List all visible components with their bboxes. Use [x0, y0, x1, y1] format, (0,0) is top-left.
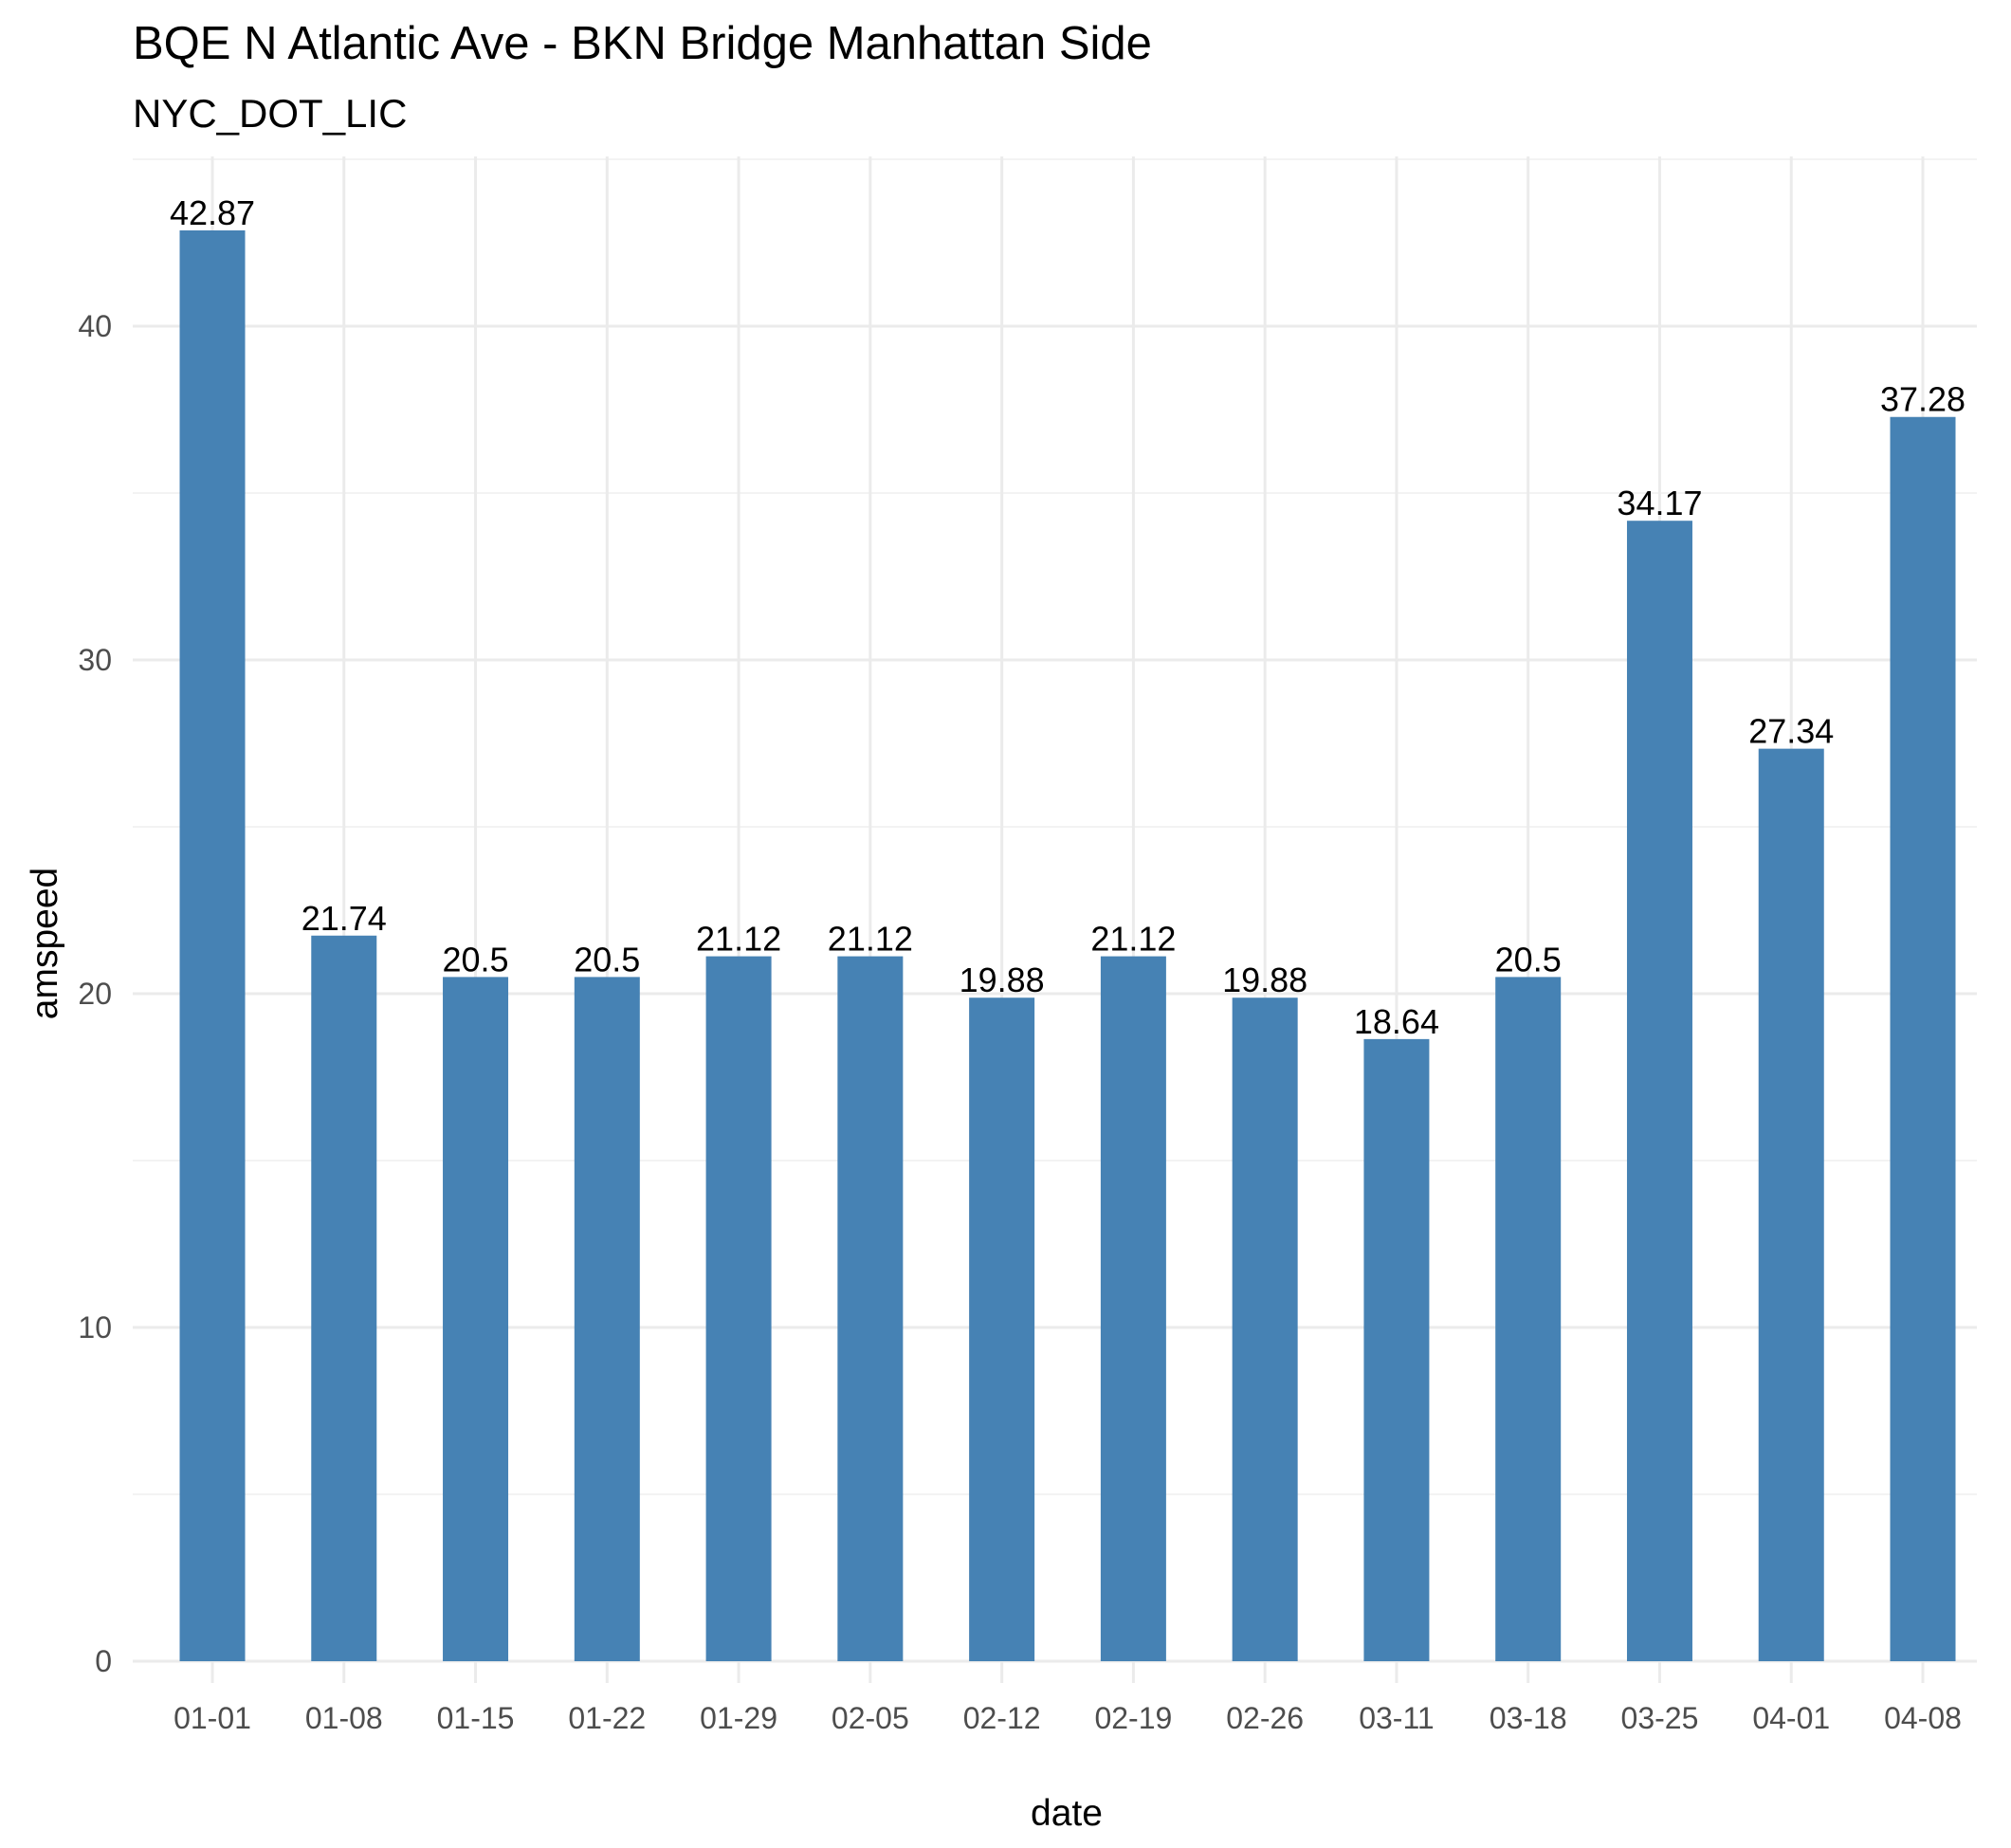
- bar: [443, 977, 509, 1661]
- x-tick-label: 02-26: [1226, 1701, 1304, 1735]
- bar: [1626, 521, 1692, 1661]
- bar-value-label: 21.74: [302, 899, 387, 938]
- bar: [179, 229, 246, 1662]
- bar-value-label: 18.64: [1354, 1002, 1439, 1041]
- x-tick-label: 01-08: [305, 1701, 383, 1735]
- y-axis-title: amspeed: [25, 868, 65, 1019]
- x-tick-label: 01-15: [437, 1701, 515, 1735]
- bar: [311, 935, 377, 1661]
- chart-subtitle: NYC_DOT_LIC: [133, 91, 408, 136]
- y-tick-label: 10: [78, 1310, 112, 1345]
- bar: [1495, 977, 1562, 1661]
- bar-value-label: 20.5: [443, 940, 509, 979]
- grid-lines: [133, 156, 1977, 1683]
- bar: [1100, 956, 1166, 1661]
- bar: [1363, 1038, 1430, 1661]
- bar: [574, 977, 640, 1661]
- x-tick-label: 03-25: [1621, 1701, 1699, 1735]
- bar-value-label: 21.12: [1090, 920, 1176, 959]
- x-tick-label: 02-12: [963, 1701, 1041, 1735]
- chart-title: BQE N Atlantic Ave - BKN Bridge Manhatta…: [133, 18, 1152, 69]
- x-tick-label: 03-18: [1490, 1701, 1567, 1735]
- bar: [1232, 997, 1298, 1661]
- bar-value-label: 20.5: [1495, 940, 1562, 979]
- x-tick-label: 04-01: [1752, 1701, 1830, 1735]
- y-tick-label: 0: [95, 1644, 112, 1678]
- x-tick-label: 01-29: [700, 1701, 777, 1735]
- bars: [179, 229, 1956, 1662]
- bar-value-label: 20.5: [574, 940, 640, 979]
- x-tick-label: 01-01: [174, 1701, 251, 1735]
- bar-value-label: 21.12: [696, 920, 781, 959]
- bar-value-label: 34.17: [1617, 484, 1702, 522]
- bar: [1758, 748, 1824, 1661]
- bar-labels: 42.87 21.74 20.5 20.5 21.12 21.12 19.88 21.12 19…: [170, 193, 1965, 1041]
- y-tick-label: 40: [78, 309, 112, 343]
- x-axis-title: date: [1031, 1793, 1103, 1834]
- bar: [1890, 416, 1956, 1661]
- bar: [705, 956, 772, 1661]
- bar: [837, 956, 904, 1661]
- y-tick-label: 20: [78, 977, 112, 1011]
- x-axis-ticks: 01-01 01-08 01-15 01-22 01-29 02-05 02-12 02-19…: [174, 1701, 1962, 1735]
- y-axis-ticks: 0 10 20 30 40: [78, 309, 112, 1678]
- x-tick-label: 01-22: [568, 1701, 646, 1735]
- x-tick-label: 04-08: [1884, 1701, 1962, 1735]
- bar-value-label: 37.28: [1880, 380, 1965, 419]
- bar-value-label: 42.87: [170, 193, 255, 232]
- y-tick-label: 30: [78, 643, 112, 677]
- x-tick-label: 02-05: [832, 1701, 909, 1735]
- bar: [969, 997, 1035, 1661]
- bar-value-label: 27.34: [1748, 712, 1834, 751]
- bar-value-label: 19.88: [1222, 961, 1307, 999]
- x-tick-label: 03-11: [1359, 1701, 1434, 1735]
- x-tick-label: 02-19: [1094, 1701, 1172, 1735]
- bar-value-label: 19.88: [960, 961, 1045, 999]
- bar-value-label: 21.12: [828, 920, 913, 959]
